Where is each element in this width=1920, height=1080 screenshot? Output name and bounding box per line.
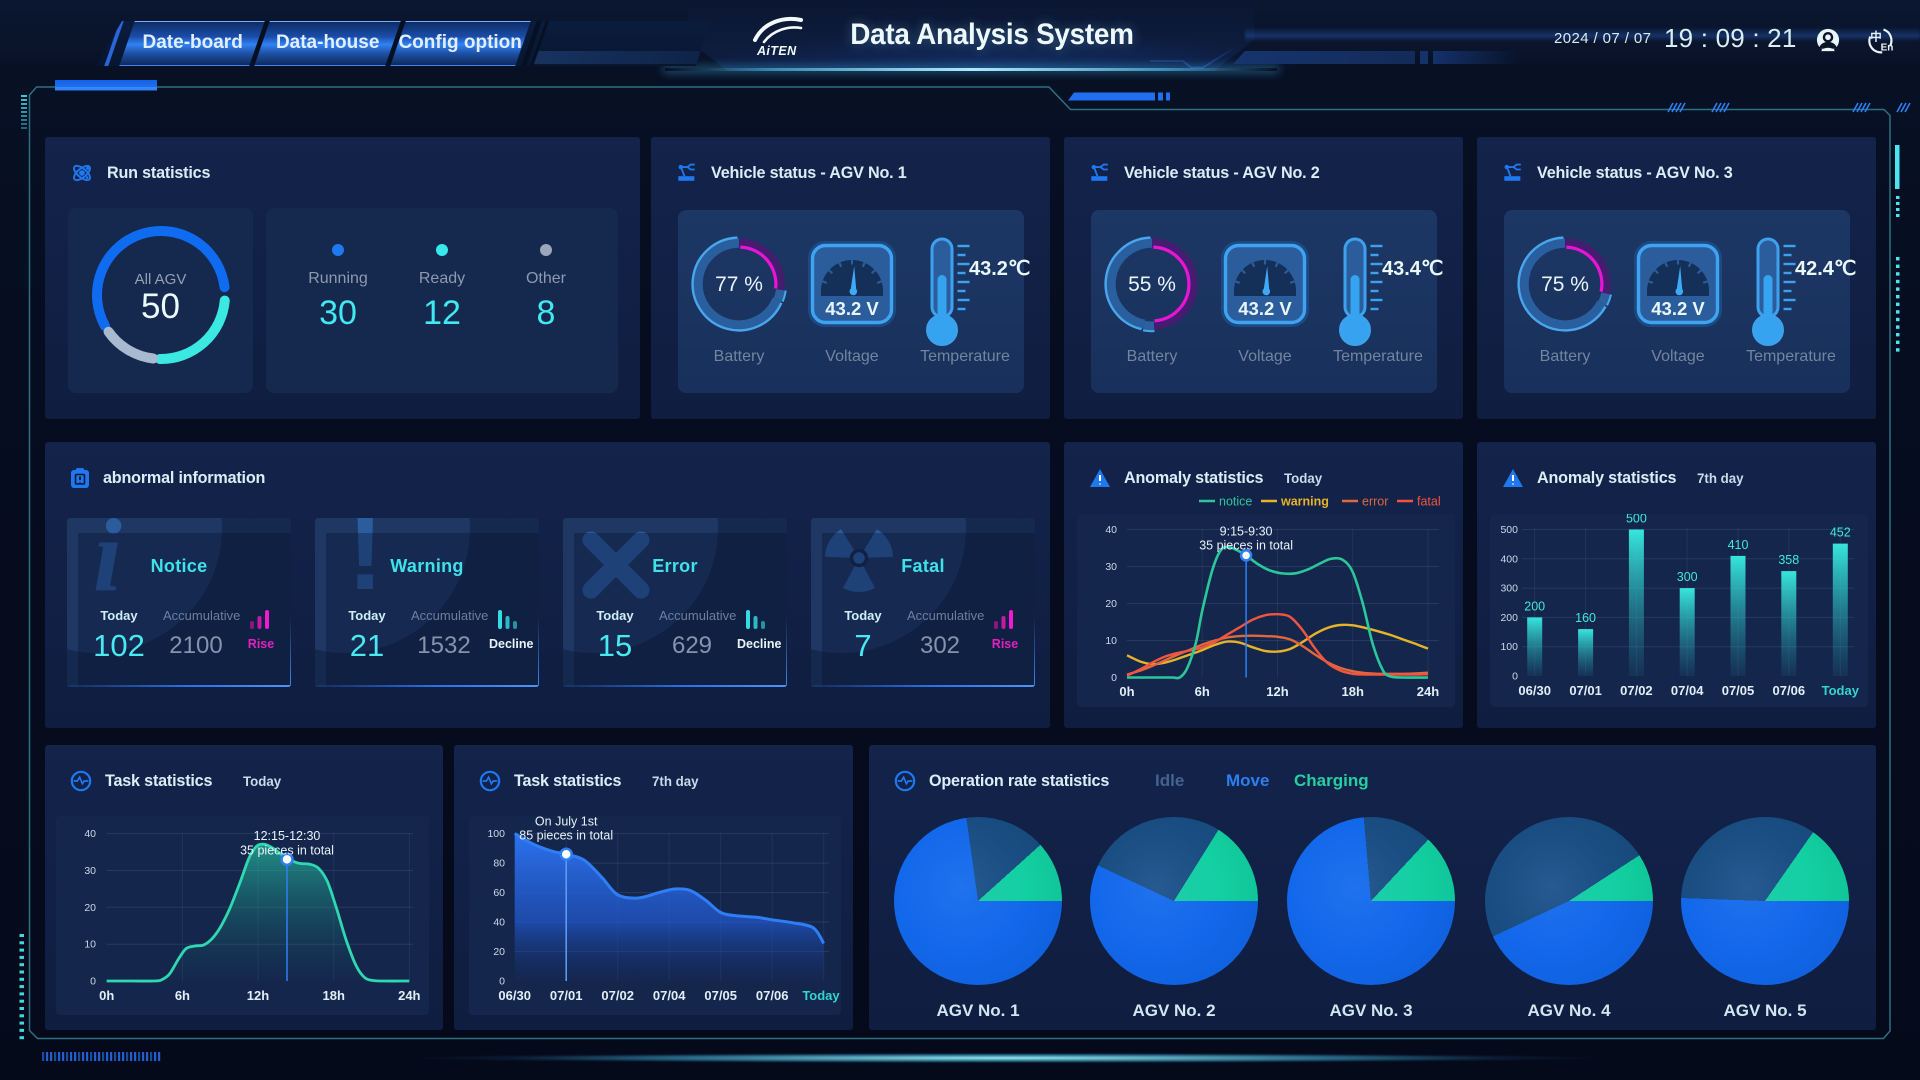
svg-text:AiTEN: AiTEN (756, 44, 797, 57)
svg-text:85 pieces in total: 85 pieces in total (519, 829, 613, 843)
svg-text:200: 200 (1524, 599, 1545, 613)
svg-text:60: 60 (493, 887, 505, 899)
svg-text:07/04: 07/04 (653, 988, 686, 1003)
svg-text:400: 400 (1500, 553, 1518, 565)
svg-text:20: 20 (1105, 598, 1117, 610)
svg-text:18h: 18h (322, 988, 344, 1003)
svg-text:24h: 24h (1417, 684, 1439, 699)
svg-text:10: 10 (84, 939, 96, 951)
svg-text:18h: 18h (1341, 684, 1363, 699)
svg-text:0: 0 (90, 976, 96, 988)
svg-text:error: error (1362, 495, 1388, 509)
svg-text:En: En (1881, 43, 1894, 54)
svg-text:6h: 6h (1195, 684, 1210, 699)
svg-text:07/02: 07/02 (1620, 683, 1653, 698)
svg-text:07/01: 07/01 (1569, 683, 1602, 698)
svg-text:9:15-9:30: 9:15-9:30 (1220, 525, 1273, 539)
svg-text:warning: warning (1280, 495, 1329, 509)
svg-text:Today: Today (802, 988, 840, 1003)
svg-text:06/30: 06/30 (498, 988, 531, 1003)
svg-text:30: 30 (84, 865, 96, 877)
svg-text:notice: notice (1219, 495, 1252, 509)
svg-text:452: 452 (1830, 526, 1851, 540)
svg-text:20: 20 (84, 902, 96, 914)
svg-text:10: 10 (1105, 635, 1117, 647)
svg-text:40: 40 (84, 828, 96, 840)
svg-text:75 %: 75 % (1541, 273, 1589, 296)
svg-text:12h: 12h (1266, 684, 1288, 699)
svg-text:30: 30 (1105, 561, 1117, 573)
svg-text:07/02: 07/02 (601, 988, 634, 1003)
svg-text:40: 40 (1105, 524, 1117, 536)
svg-text:0h: 0h (99, 988, 114, 1003)
svg-text:80: 80 (493, 858, 505, 870)
svg-text:35 pieces in total: 35 pieces in total (240, 844, 334, 858)
svg-text:77 %: 77 % (715, 273, 763, 296)
svg-text:160: 160 (1575, 611, 1596, 625)
svg-text:fatal: fatal (1417, 495, 1441, 509)
svg-text:200: 200 (1500, 612, 1518, 624)
svg-text:35 pieces in total: 35 pieces in total (1199, 539, 1293, 553)
svg-text:0h: 0h (1119, 684, 1134, 699)
svg-text:07/06: 07/06 (756, 988, 789, 1003)
svg-text:43.2 V: 43.2 V (825, 298, 879, 319)
svg-text:6h: 6h (175, 988, 190, 1003)
svg-text:中: 中 (1870, 30, 1882, 44)
svg-text:On July 1st: On July 1st (535, 816, 598, 829)
svg-text:24h: 24h (398, 988, 420, 1003)
svg-text:55 %: 55 % (1128, 273, 1176, 296)
svg-text:Today: Today (1822, 683, 1860, 698)
svg-text:07/05: 07/05 (704, 988, 737, 1003)
svg-text:300: 300 (1500, 583, 1518, 595)
svg-text:07/06: 07/06 (1773, 683, 1806, 698)
svg-text:43.2 V: 43.2 V (1651, 298, 1705, 319)
svg-text:410: 410 (1728, 538, 1749, 552)
svg-text:07/04: 07/04 (1671, 683, 1704, 698)
svg-text:100: 100 (487, 828, 505, 840)
svg-text:500: 500 (1500, 524, 1518, 536)
svg-text:43.2 V: 43.2 V (1238, 298, 1292, 319)
svg-text:0: 0 (499, 976, 505, 988)
svg-text:500: 500 (1626, 514, 1647, 526)
svg-text:07/01: 07/01 (550, 988, 583, 1003)
svg-text:40: 40 (493, 917, 505, 929)
svg-text:07/05: 07/05 (1722, 683, 1755, 698)
svg-text:0: 0 (1512, 671, 1518, 683)
svg-text:12h: 12h (247, 988, 269, 1003)
svg-text:0: 0 (1111, 672, 1117, 684)
svg-text:100: 100 (1500, 641, 1518, 653)
svg-text:12:15-12:30: 12:15-12:30 (254, 829, 321, 843)
svg-text:358: 358 (1778, 553, 1799, 567)
svg-text:300: 300 (1677, 570, 1698, 584)
svg-text:20: 20 (493, 946, 505, 958)
svg-text:06/30: 06/30 (1518, 683, 1551, 698)
